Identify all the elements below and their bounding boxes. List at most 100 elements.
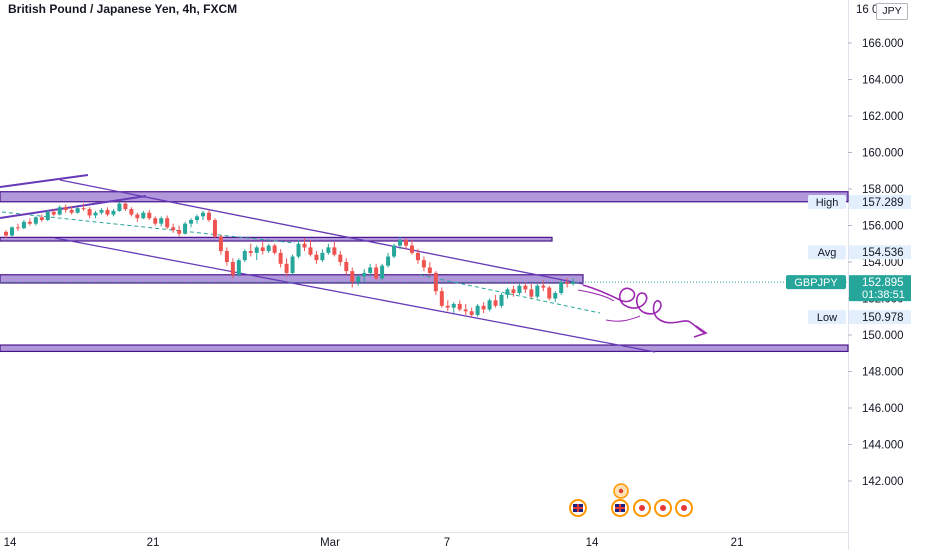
marker-name-tag	[808, 245, 846, 260]
candle-body	[403, 240, 408, 246]
candle-body	[356, 276, 361, 283]
candle	[386, 252, 391, 268]
candle	[87, 207, 92, 219]
candle-body	[529, 289, 534, 297]
left-support-trend-line[interactable]	[0, 195, 147, 219]
candle	[505, 287, 510, 299]
candle-body	[362, 272, 367, 277]
candle	[374, 263, 379, 281]
candle-body	[523, 285, 528, 290]
candle-body	[344, 262, 349, 272]
candle-body	[284, 263, 289, 273]
price-tag	[849, 275, 911, 302]
candle	[284, 258, 289, 277]
marker-name-tag	[808, 310, 846, 325]
candle-body	[135, 214, 140, 219]
symbol-tag	[786, 275, 846, 290]
candle	[224, 247, 229, 266]
candle-body	[99, 209, 104, 213]
candle	[427, 262, 432, 277]
candle	[248, 243, 253, 257]
time-axis-label: 14	[586, 537, 599, 549]
candle	[469, 307, 474, 318]
candle-body	[87, 209, 92, 216]
marker-price-label: 150.978	[862, 312, 904, 324]
channel-top-line[interactable]	[59, 179, 584, 285]
channel-trend-lines[interactable]	[0, 174, 656, 353]
time-axis-label: 21	[731, 537, 744, 549]
candle-body	[439, 291, 444, 306]
horizontal-zones[interactable]	[0, 191, 849, 353]
candle-body	[559, 282, 564, 294]
candle	[21, 220, 26, 230]
candle	[272, 243, 277, 255]
candle	[99, 208, 104, 215]
candle-body	[45, 211, 50, 221]
candle-body	[338, 254, 343, 262]
candle	[242, 249, 247, 262]
marker-price-label: 157.289	[862, 197, 904, 209]
candle	[93, 210, 98, 219]
candle-body	[69, 209, 74, 213]
candle	[117, 201, 122, 212]
candle-body	[21, 221, 26, 229]
candle	[380, 263, 385, 281]
candle-body	[445, 305, 450, 308]
candle-body	[206, 212, 211, 221]
time-axis-label: 14	[4, 537, 17, 549]
candle-body	[541, 285, 546, 288]
candle	[487, 298, 492, 312]
candle-body	[571, 282, 576, 284]
candle-body	[57, 207, 62, 215]
candle-body	[427, 267, 432, 273]
candle	[189, 218, 194, 228]
candle-body	[314, 254, 319, 261]
candle	[195, 214, 200, 224]
price-axis[interactable]: 142.000144.000146.000148.000150.000152.0…	[848, 38, 904, 488]
upper-left-trend-line[interactable]	[0, 174, 89, 188]
candle-body	[475, 305, 480, 315]
candle	[15, 223, 20, 231]
candle-body	[224, 251, 229, 262]
chart-title: British Pound / Japanese Yen, 4h, FXCM	[8, 2, 238, 16]
candle-body	[409, 245, 414, 253]
candle-body	[212, 220, 217, 237]
channel-bottom-line[interactable]	[54, 237, 656, 353]
price-tick-label: 164.000	[862, 75, 904, 87]
candle-body	[15, 227, 20, 229]
candle	[445, 300, 450, 312]
zone-rect[interactable]	[0, 236, 553, 242]
candle-body	[27, 221, 32, 224]
candle-body	[278, 252, 283, 264]
candle	[236, 258, 241, 277]
event-icon-dot	[618, 488, 624, 494]
zone-rect[interactable]	[0, 344, 849, 353]
candle-body	[236, 260, 241, 275]
currency-button[interactable]: JPY	[876, 3, 908, 20]
candle	[230, 258, 235, 279]
candle	[302, 238, 307, 252]
candle	[105, 207, 110, 217]
candle-body	[421, 260, 426, 268]
candle-body	[218, 236, 223, 252]
candle-body	[326, 247, 331, 253]
economic-events[interactable]	[569, 483, 693, 517]
candle	[111, 209, 116, 217]
candle	[356, 274, 361, 286]
projection-drawing[interactable]	[582, 284, 708, 338]
candle	[165, 215, 170, 230]
candle-body	[39, 217, 44, 221]
candle-body	[63, 207, 68, 210]
candle	[529, 283, 534, 299]
zone-rect[interactable]	[0, 191, 849, 203]
candle-body	[487, 300, 492, 310]
time-axis[interactable]: 14 21 Mar 7 14 21	[4, 537, 744, 549]
candle-body	[75, 208, 80, 213]
candle-body	[242, 251, 247, 261]
candle-body	[266, 245, 271, 252]
candle-body	[374, 267, 379, 279]
candle-body	[308, 247, 313, 255]
candle	[535, 283, 540, 299]
candle-body	[111, 210, 116, 215]
